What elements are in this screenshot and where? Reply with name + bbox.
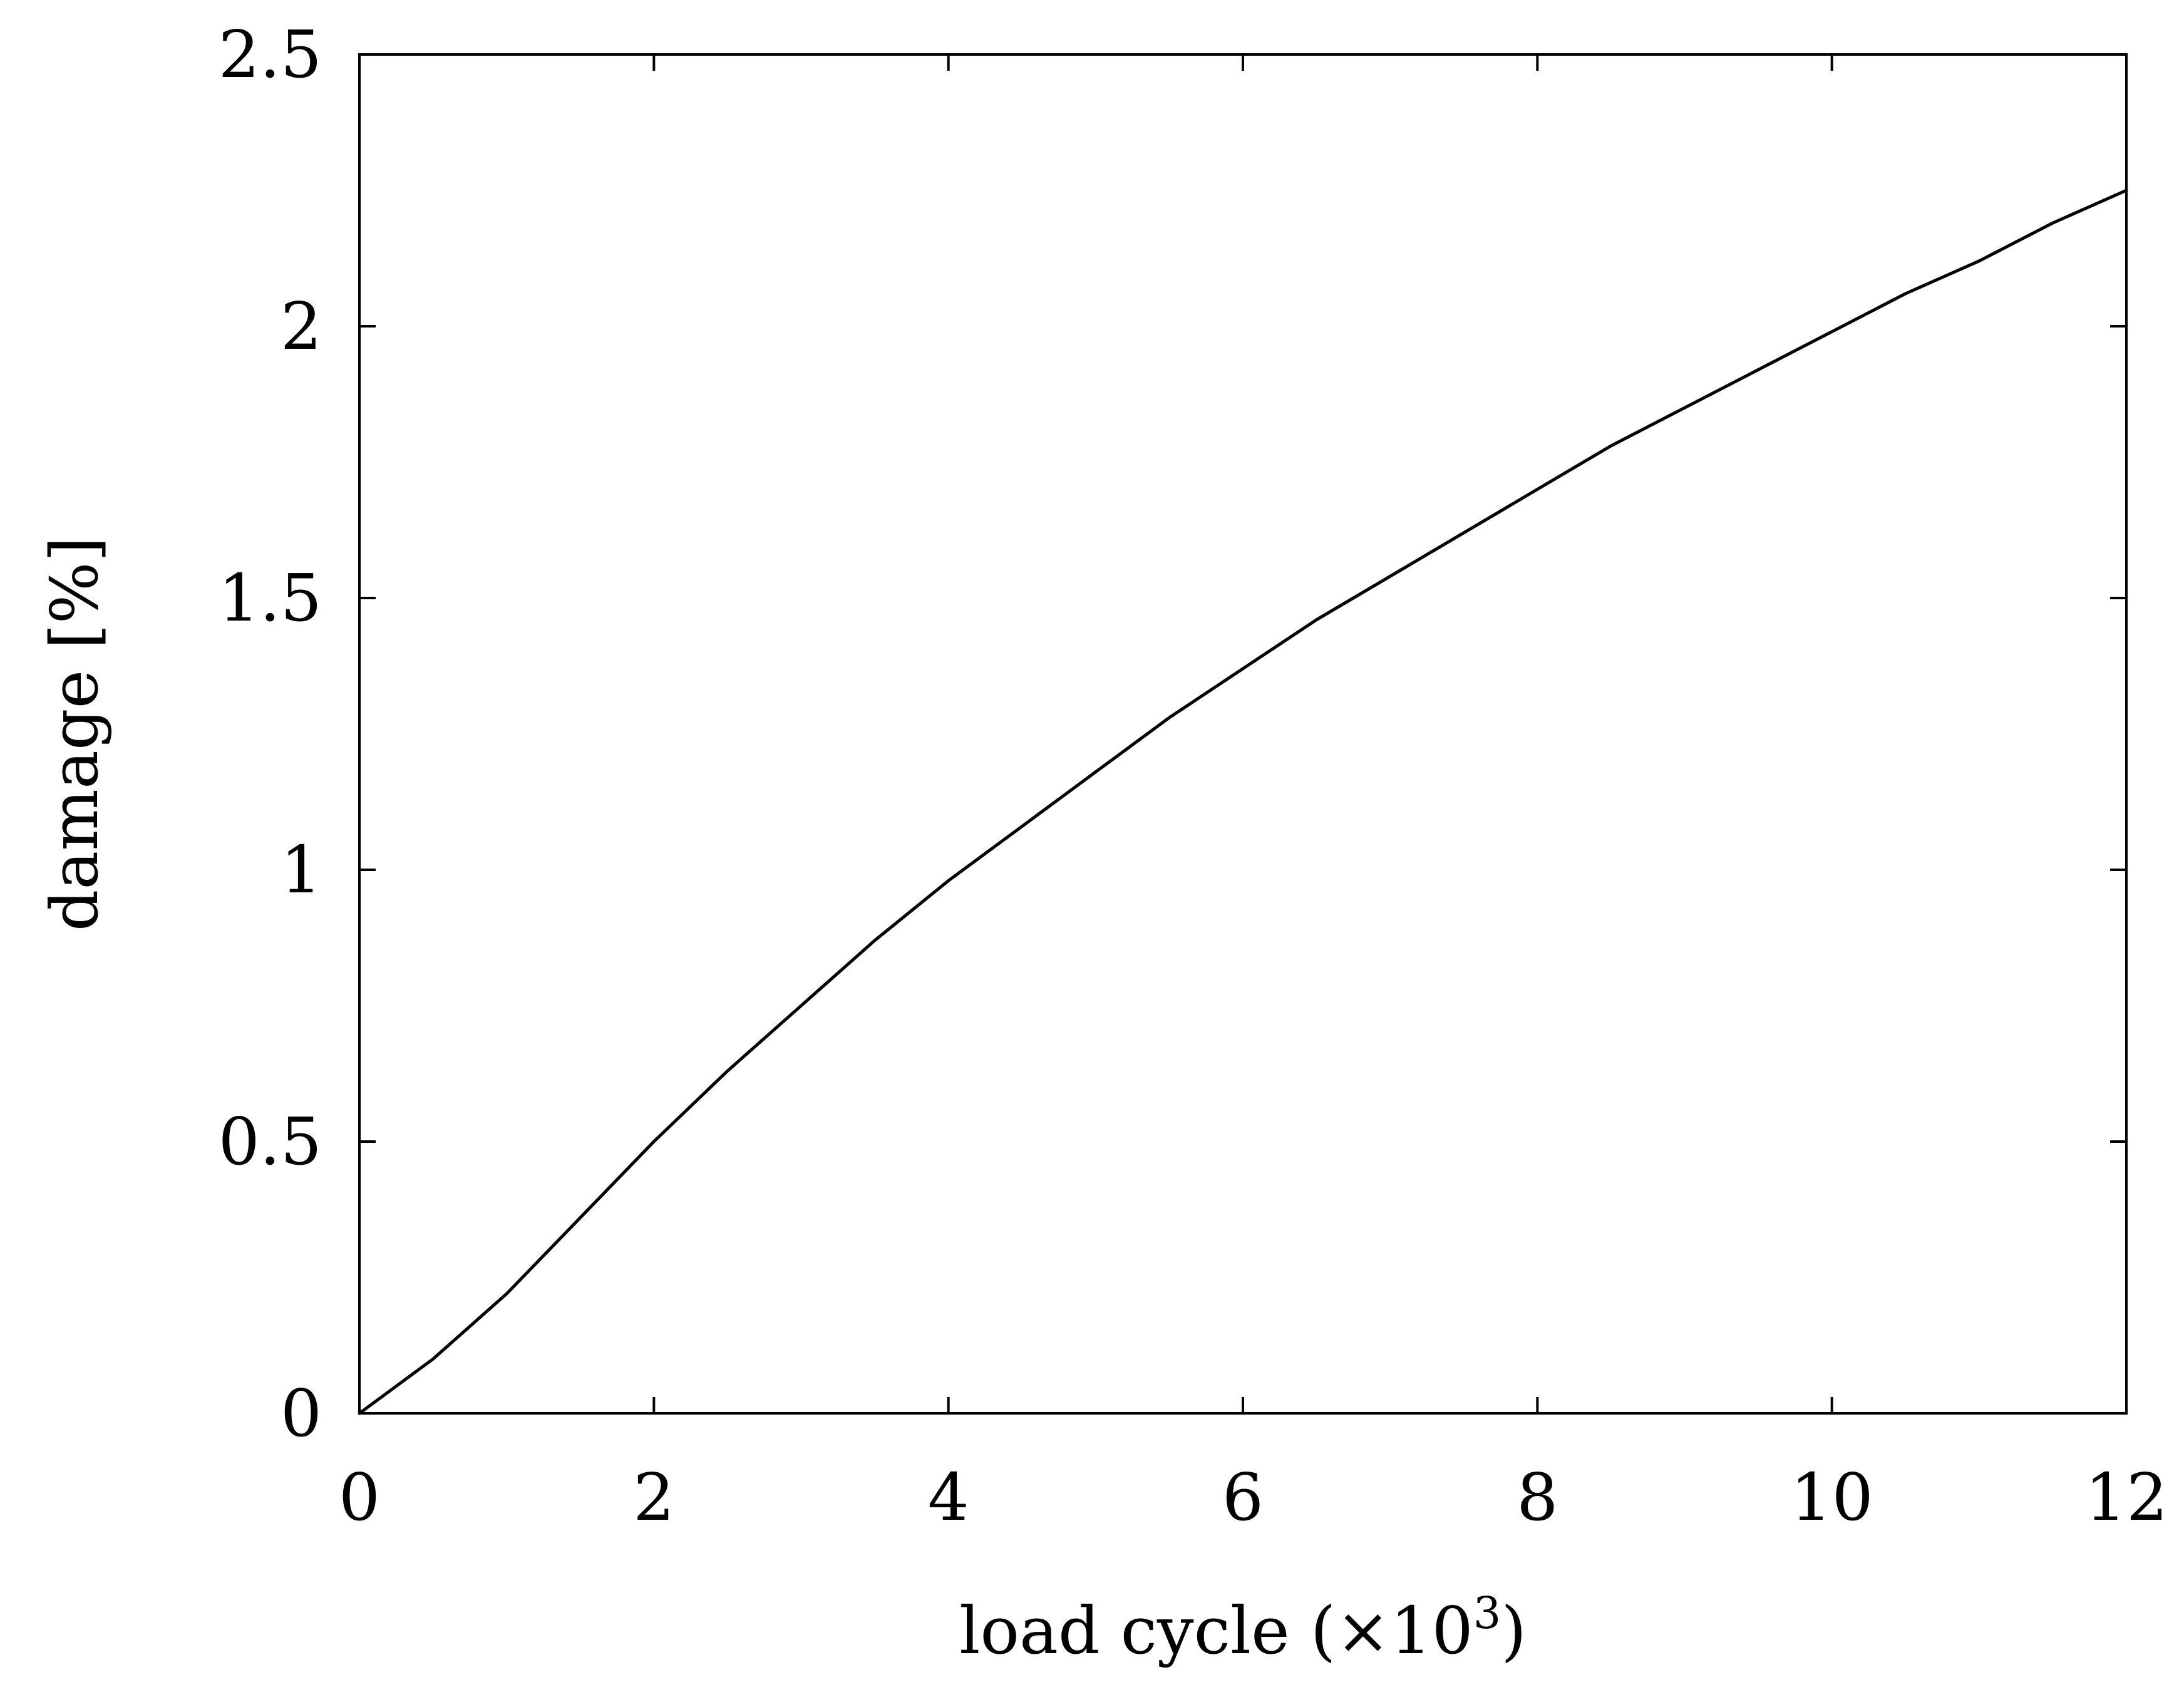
x-axis-title-main: load cycle (×10 xyxy=(959,1592,1473,1669)
x-tick-label: 2 xyxy=(633,1459,674,1535)
x-tick-label: 8 xyxy=(1517,1459,1558,1535)
x-axis-title-suffix: ) xyxy=(1501,1592,1527,1669)
y-tick-label: 1 xyxy=(281,832,322,908)
x-axis-title-superscript: 3 xyxy=(1473,1587,1502,1639)
x-tick-label: 0 xyxy=(339,1459,380,1535)
x-tick-label: 12 xyxy=(2085,1459,2168,1535)
x-tick-label: 6 xyxy=(1222,1459,1264,1535)
x-tick-labels: 0 2 4 6 8 10 12 xyxy=(339,1459,2168,1535)
ticks-layer xyxy=(358,53,2128,1415)
x-axis-title: load cycle (×103) xyxy=(959,1587,1527,1669)
damage-curve xyxy=(358,188,2128,1415)
y-tick-label: 1.5 xyxy=(219,560,322,636)
y-tick-labels: 0 0.5 1 1.5 2 2.5 xyxy=(219,16,322,1452)
plot-frame xyxy=(358,53,2128,1415)
y-tick-label: 0 xyxy=(281,1375,322,1452)
x-tick-label: 10 xyxy=(1790,1459,1873,1535)
y-tick-label: 2 xyxy=(281,288,322,364)
y-tick-label: 2.5 xyxy=(219,16,322,93)
x-tick-label: 4 xyxy=(928,1459,969,1535)
y-tick-label: 0.5 xyxy=(219,1103,322,1180)
y-axis-title: damage [%] xyxy=(36,537,113,931)
